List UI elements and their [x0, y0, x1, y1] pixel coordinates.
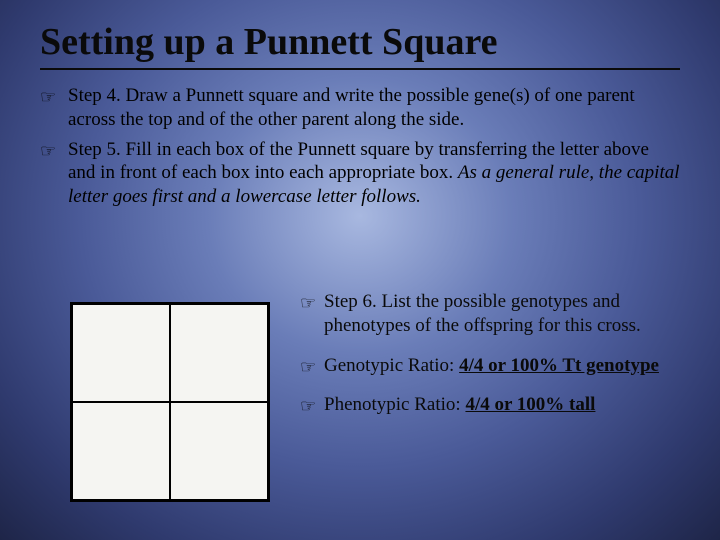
hand-icon: ☞	[40, 86, 56, 109]
punnett-square	[70, 302, 270, 502]
step-5-item: ☞ Step 5. Fill in each box of the Punnet…	[40, 138, 680, 209]
phenotypic-value: 4/4 or 100% tall	[465, 394, 595, 415]
punnett-cell	[72, 304, 170, 402]
punnett-cell	[72, 402, 170, 500]
step-6-item: ☞ Step 6. List the possible genotypes an…	[300, 290, 680, 338]
genotypic-value: 4/4 or 100% Tt genotype	[459, 355, 659, 376]
hand-icon: ☞	[40, 140, 56, 163]
right-bullet-list: ☞ Step 6. List the possible genotypes an…	[300, 290, 680, 502]
hand-icon: ☞	[300, 292, 316, 315]
punnett-cell	[170, 304, 268, 402]
step-4-item: ☞ Step 4. Draw a Punnett square and writ…	[40, 84, 680, 132]
step-4-text: Step 4. Draw a Punnett square and write …	[68, 85, 635, 130]
punnett-cell	[170, 402, 268, 500]
hand-icon: ☞	[300, 395, 316, 418]
genotypic-item: ☞ Genotypic Ratio: 4/4 or 100% Tt genoty…	[300, 354, 680, 378]
main-bullet-list: ☞ Step 4. Draw a Punnett square and writ…	[40, 84, 680, 209]
phenotypic-label: Phenotypic Ratio:	[324, 394, 465, 415]
slide-title: Setting up a Punnett Square	[40, 20, 680, 70]
genotypic-label: Genotypic Ratio:	[324, 355, 459, 376]
slide: Setting up a Punnett Square ☞ Step 4. Dr…	[0, 0, 720, 540]
hand-icon: ☞	[300, 356, 316, 379]
lower-area: ☞ Step 6. List the possible genotypes an…	[40, 290, 680, 502]
step-6-text: Step 6. List the possible genotypes and …	[324, 291, 641, 336]
phenotypic-item: ☞ Phenotypic Ratio: 4/4 or 100% tall	[300, 393, 680, 417]
